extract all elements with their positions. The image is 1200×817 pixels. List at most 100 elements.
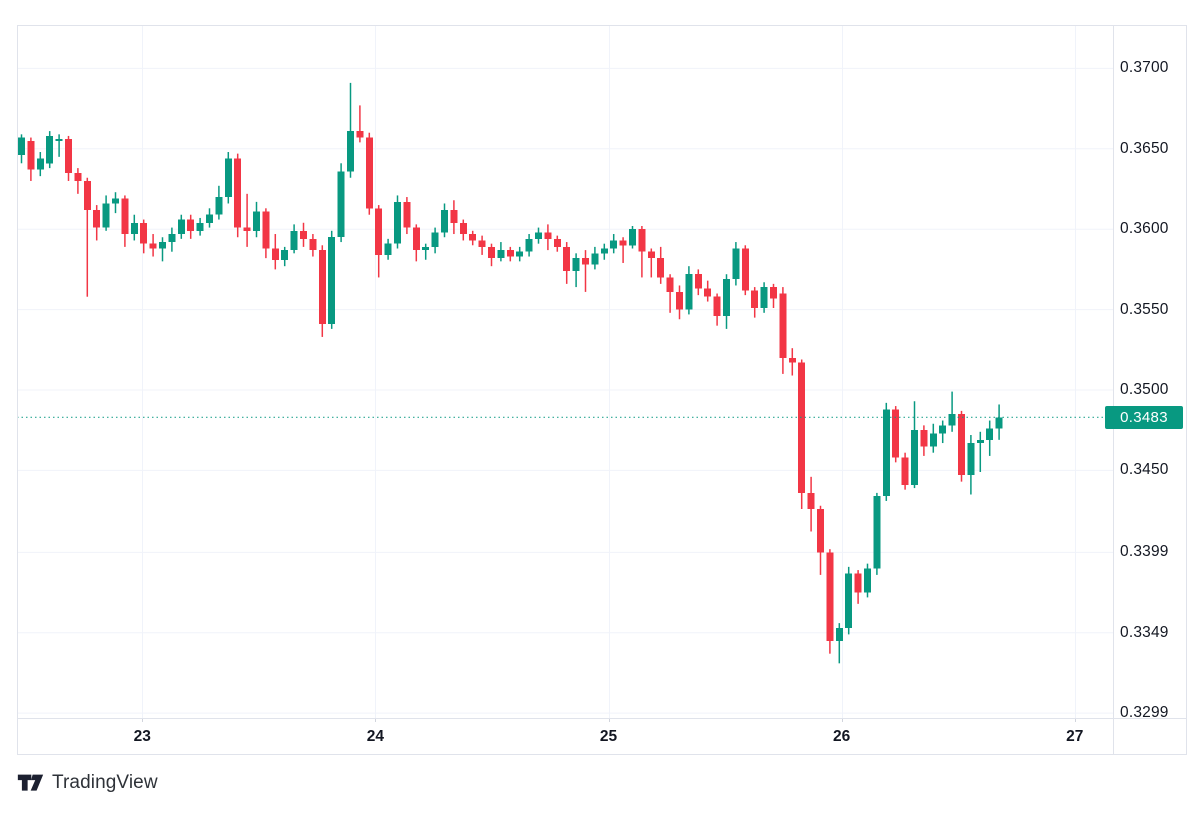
candle-body[interactable] bbox=[958, 414, 965, 476]
candle-body[interactable] bbox=[215, 197, 223, 215]
candle-body[interactable] bbox=[394, 201, 401, 244]
candle-body[interactable] bbox=[760, 287, 768, 308]
candle-body[interactable] bbox=[18, 137, 25, 156]
candle-body[interactable] bbox=[882, 409, 890, 497]
candle-body[interactable] bbox=[450, 209, 458, 223]
candle-body[interactable] bbox=[93, 209, 101, 228]
candle-body[interactable] bbox=[544, 232, 552, 239]
candle-body[interactable] bbox=[817, 508, 824, 553]
candle-body[interactable] bbox=[563, 246, 571, 272]
candle-body[interactable] bbox=[83, 180, 91, 210]
candle-body[interactable] bbox=[497, 250, 505, 259]
candle-body[interactable] bbox=[262, 211, 270, 249]
candle-body[interactable] bbox=[27, 140, 35, 170]
candle-body[interactable] bbox=[488, 246, 495, 259]
candle-body[interactable] bbox=[676, 291, 683, 310]
candle-body[interactable] bbox=[751, 290, 759, 308]
candle-body[interactable] bbox=[149, 243, 157, 249]
candle-body[interactable] bbox=[779, 293, 787, 358]
candle-body[interactable] bbox=[384, 243, 392, 255]
candle-body[interactable] bbox=[939, 425, 947, 434]
candle-body[interactable] bbox=[271, 248, 279, 260]
candle-body[interactable] bbox=[459, 222, 467, 235]
candle-body[interactable] bbox=[694, 274, 702, 289]
candle-body[interactable] bbox=[224, 158, 232, 198]
candle-body[interactable] bbox=[347, 131, 354, 172]
candle-body[interactable] bbox=[243, 227, 251, 231]
candle-body[interactable] bbox=[591, 253, 599, 265]
candle-body[interactable] bbox=[807, 492, 815, 509]
candle-body[interactable] bbox=[441, 209, 448, 233]
candle-body[interactable] bbox=[864, 568, 871, 593]
candle-body[interactable] bbox=[535, 232, 542, 239]
candle-body[interactable] bbox=[798, 362, 806, 493]
candle-body[interactable] bbox=[46, 135, 54, 164]
candle-body[interactable] bbox=[835, 627, 843, 641]
candle-body[interactable] bbox=[281, 250, 289, 260]
candle-body[interactable] bbox=[206, 214, 213, 223]
candle-body[interactable] bbox=[187, 219, 195, 231]
candle-body[interactable] bbox=[619, 240, 627, 246]
candle-body[interactable] bbox=[412, 227, 420, 251]
candle-body[interactable] bbox=[657, 258, 665, 278]
candle-body[interactable] bbox=[629, 229, 636, 246]
candle-body[interactable] bbox=[36, 158, 44, 170]
candle-body[interactable] bbox=[770, 287, 777, 299]
candle-body[interactable] bbox=[337, 171, 345, 238]
candle-body[interactable] bbox=[253, 211, 260, 231]
candle-body[interactable] bbox=[741, 248, 749, 291]
candle-body[interactable] bbox=[375, 208, 383, 255]
candle-body[interactable] bbox=[976, 439, 984, 444]
candle-body[interactable] bbox=[553, 238, 561, 247]
candle-body[interactable] bbox=[911, 430, 918, 485]
candle-body[interactable] bbox=[318, 250, 326, 325]
candle-body[interactable] bbox=[732, 248, 740, 280]
candle-body[interactable] bbox=[356, 131, 364, 138]
candle-body[interactable] bbox=[713, 296, 721, 317]
candle-body[interactable] bbox=[140, 222, 148, 244]
candle-body[interactable] bbox=[572, 258, 580, 272]
candle-body[interactable] bbox=[826, 552, 834, 641]
candle-body[interactable] bbox=[469, 234, 477, 241]
candle-body[interactable] bbox=[121, 198, 129, 235]
candle-body[interactable] bbox=[300, 230, 307, 239]
candle-body[interactable] bbox=[920, 430, 928, 447]
candle-body[interactable] bbox=[929, 433, 937, 447]
candle-body[interactable] bbox=[112, 198, 119, 204]
candle-body[interactable] bbox=[478, 240, 486, 247]
candle-body[interactable] bbox=[403, 201, 411, 228]
candle-body[interactable] bbox=[159, 242, 166, 249]
candle-body[interactable] bbox=[130, 222, 138, 235]
candle-body[interactable] bbox=[74, 172, 82, 181]
candle-body[interactable] bbox=[788, 357, 796, 363]
candle-body[interactable] bbox=[422, 246, 430, 251]
candle-body[interactable] bbox=[516, 251, 524, 257]
candle-body[interactable] bbox=[854, 573, 862, 593]
candle-body[interactable] bbox=[647, 251, 655, 259]
candle-body[interactable] bbox=[638, 229, 646, 252]
candle-body[interactable] bbox=[506, 250, 514, 257]
candle-body[interactable] bbox=[685, 274, 693, 310]
candle-body[interactable] bbox=[290, 230, 298, 251]
candle-body[interactable] bbox=[525, 238, 533, 252]
candle-body[interactable] bbox=[845, 573, 853, 628]
candle-body[interactable] bbox=[892, 409, 900, 458]
candle-body[interactable] bbox=[995, 417, 1003, 429]
candle-body[interactable] bbox=[600, 248, 608, 254]
candle-body[interactable] bbox=[309, 238, 317, 251]
candle-body[interactable] bbox=[55, 139, 63, 141]
candle-body[interactable] bbox=[666, 277, 674, 292]
candle-body[interactable] bbox=[704, 288, 712, 297]
candle-body[interactable] bbox=[723, 279, 730, 317]
candle-body[interactable] bbox=[365, 137, 373, 209]
candle-body[interactable] bbox=[234, 158, 242, 228]
candle-body[interactable] bbox=[873, 496, 881, 569]
candle-body[interactable] bbox=[102, 203, 110, 228]
candle-body[interactable] bbox=[328, 237, 336, 325]
candle-body[interactable] bbox=[610, 240, 618, 249]
candle-body[interactable] bbox=[967, 443, 975, 476]
candle-body[interactable] bbox=[431, 232, 439, 247]
candle-body[interactable] bbox=[196, 222, 204, 231]
candle-body[interactable] bbox=[65, 139, 72, 173]
